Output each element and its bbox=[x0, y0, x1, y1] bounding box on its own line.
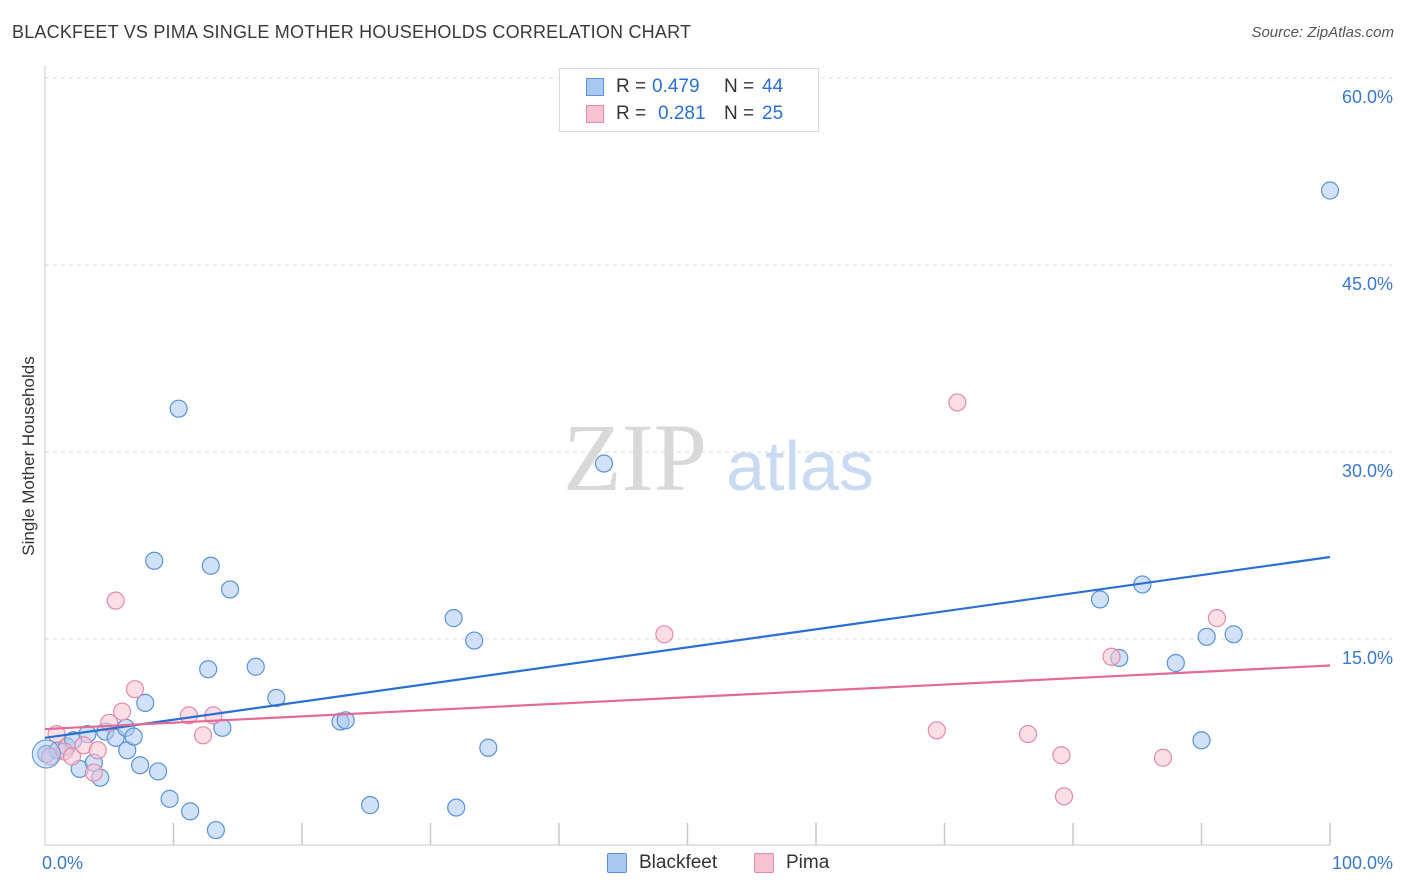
pima-point bbox=[927, 721, 946, 740]
blackfeet-point bbox=[145, 551, 164, 570]
blackfeet-point bbox=[361, 796, 380, 815]
blackfeet-point bbox=[336, 711, 355, 730]
pima-point bbox=[1052, 746, 1071, 765]
pima-point bbox=[106, 591, 125, 610]
blackfeet-point bbox=[447, 798, 466, 817]
y-axis-label: Single Mother Households bbox=[19, 356, 38, 555]
blackfeet-point bbox=[124, 727, 143, 746]
grid-layer bbox=[45, 77, 1392, 640]
blackfeet-point bbox=[201, 556, 220, 575]
x-tick-label: 0.0% bbox=[42, 853, 83, 873]
y-tick-label: 30.0% bbox=[1342, 461, 1393, 481]
n-value: 44 bbox=[762, 76, 784, 97]
pima-point bbox=[62, 747, 82, 766]
blackfeet-point bbox=[1320, 181, 1340, 200]
r-value: 0.281 bbox=[658, 103, 706, 124]
stats-row-pima: R = 0.281 N = 25 bbox=[586, 101, 783, 127]
watermark: ZIP atlas bbox=[563, 404, 874, 511]
blackfeet-swatch bbox=[586, 78, 604, 96]
chart-legend: Blackfeet Pima bbox=[0, 852, 1406, 876]
labels-layer: 15.0% 30.0% 45.0% 60.0% 0.0% 100.0% bbox=[42, 87, 1393, 873]
blackfeet-point bbox=[444, 609, 463, 628]
blackfeet-point bbox=[130, 756, 150, 775]
pima-point bbox=[193, 726, 213, 745]
blackfeet-point bbox=[267, 688, 286, 707]
y-tick-label: 60.0% bbox=[1342, 87, 1393, 107]
n-value: 25 bbox=[762, 103, 784, 124]
pima-point bbox=[1054, 787, 1074, 806]
axes-layer bbox=[44, 66, 1331, 846]
blackfeet-point bbox=[1090, 590, 1110, 609]
pima-point bbox=[948, 393, 967, 412]
pima-point bbox=[655, 625, 674, 644]
blackfeet-point bbox=[220, 580, 240, 599]
blackfeet-point bbox=[1224, 625, 1243, 644]
correlation-stats-box: R = 0.479 N = 44 R = 0.281 N = 25 bbox=[559, 68, 819, 132]
legend-item-pima[interactable]: Pima bbox=[754, 852, 829, 874]
chart-title: BLACKFEET VS PIMA SINGLE MOTHER HOUSEHOL… bbox=[12, 22, 692, 42]
n-label: N = bbox=[724, 103, 755, 124]
y-tick-label: 45.0% bbox=[1342, 274, 1393, 294]
blackfeet-point bbox=[181, 802, 200, 821]
legend-label-blackfeet: Blackfeet bbox=[639, 852, 718, 873]
n-label: N = bbox=[724, 76, 755, 97]
pima-point bbox=[84, 763, 103, 782]
blackfeet-point bbox=[136, 693, 155, 712]
blackfeet-point bbox=[465, 631, 484, 650]
pima-point bbox=[125, 680, 145, 699]
pima-point bbox=[112, 702, 132, 721]
pima-point bbox=[88, 741, 107, 760]
blackfeet-point bbox=[148, 762, 168, 781]
source-label: Source: ZipAtlas.com bbox=[1251, 24, 1394, 41]
x-tick-label: 100.0% bbox=[1332, 853, 1393, 873]
blackfeet-point-cluster bbox=[31, 739, 61, 769]
watermark-atlas: atlas bbox=[726, 427, 874, 505]
watermark-zip: ZIP bbox=[563, 404, 707, 511]
points-layer bbox=[31, 181, 1340, 840]
blackfeet-point bbox=[1197, 627, 1216, 646]
blackfeet-point bbox=[479, 738, 498, 757]
blackfeet-point bbox=[160, 789, 179, 808]
blackfeet-legend-swatch bbox=[607, 853, 627, 873]
blackfeet-point bbox=[594, 454, 614, 473]
legend-label-pima: Pima bbox=[786, 852, 830, 873]
blackfeet-point bbox=[246, 657, 265, 676]
pima-point bbox=[1018, 724, 1038, 744]
trend-layer bbox=[44, 555, 1331, 739]
pima-swatch bbox=[586, 105, 604, 123]
y-tick-label: 15.0% bbox=[1342, 648, 1393, 668]
blackfeet-point bbox=[206, 820, 226, 840]
legend-item-blackfeet[interactable]: Blackfeet bbox=[607, 852, 717, 874]
pima-point bbox=[1102, 647, 1121, 666]
pima-legend-swatch bbox=[754, 853, 774, 873]
blackfeet-point bbox=[1166, 653, 1185, 673]
r-value: 0.479 bbox=[652, 76, 700, 97]
stats-row-blackfeet: R = 0.479 N = 44 bbox=[586, 74, 783, 100]
r-label: R = bbox=[616, 76, 647, 97]
pima-trend-line bbox=[44, 664, 1331, 731]
blackfeet-point bbox=[1192, 731, 1211, 750]
blackfeet-trend-line bbox=[44, 555, 1331, 739]
blackfeet-point bbox=[199, 660, 218, 679]
pima-point bbox=[1207, 609, 1227, 628]
pima-point bbox=[1153, 748, 1173, 767]
r-label: R = bbox=[616, 103, 647, 124]
blackfeet-point bbox=[169, 399, 188, 418]
